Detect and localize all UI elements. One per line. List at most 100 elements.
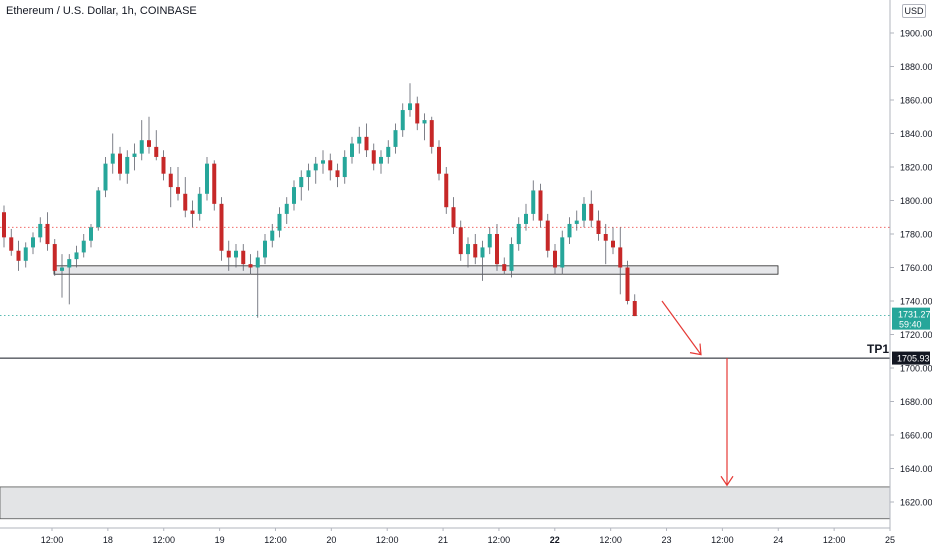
x-tick-label: 22 [550, 535, 560, 545]
candle-body [429, 120, 434, 147]
arrow-head [689, 343, 702, 356]
candle-body [582, 203, 586, 221]
candle-body [89, 227, 93, 241]
candle-body [110, 153, 115, 164]
candle-body [67, 259, 72, 268]
candle-body [226, 250, 231, 258]
y-tick-label: 1700.00 [900, 364, 932, 374]
candle-body [263, 240, 267, 258]
candle-body [371, 150, 376, 164]
candle-body [437, 146, 441, 174]
candle-body [516, 223, 521, 245]
candle-body [335, 170, 340, 178]
candle-body [632, 301, 637, 317]
candle-body [74, 252, 79, 260]
candle-body [611, 240, 615, 248]
candle-body [270, 230, 275, 241]
candle-body [589, 203, 594, 221]
candle-body [524, 213, 528, 224]
candle-body [241, 250, 246, 265]
candle-body [574, 220, 579, 224]
y-tick-label: 1840.00 [900, 129, 932, 139]
candle-body [197, 193, 202, 214]
x-tick-label: 20 [326, 535, 336, 545]
candle-body [451, 207, 456, 228]
x-tick-label: 24 [773, 535, 783, 545]
candle-body [125, 156, 130, 174]
candle-body [400, 110, 405, 131]
candle-body [38, 223, 43, 238]
candle-body [313, 163, 318, 171]
candle-body [306, 170, 311, 178]
candle-body [292, 187, 296, 204]
candle-body [9, 237, 14, 251]
candle-body [321, 160, 325, 164]
candle-body [103, 163, 108, 191]
candle-body [495, 234, 499, 265]
currency-button[interactable]: USD [902, 4, 926, 18]
x-tick-label: 21 [438, 535, 448, 545]
candle-body [560, 237, 565, 268]
candles-layer [2, 83, 637, 318]
y-tick-label: 1760.00 [900, 263, 932, 273]
candle-body [625, 267, 630, 301]
candle-body [473, 244, 478, 258]
candle-body [458, 227, 463, 255]
candle-body [23, 247, 28, 261]
y-tick-label: 1620.00 [900, 498, 932, 508]
candle-body [16, 250, 21, 261]
y-tick-label: 1720.00 [900, 330, 932, 340]
y-tick-label: 1860.00 [900, 96, 932, 106]
y-tick-label: 1880.00 [900, 62, 932, 72]
y-tick-label: 1800.00 [900, 196, 932, 206]
y-tick-label: 1640.00 [900, 464, 932, 474]
candle-body [212, 163, 217, 204]
x-tick-label: 18 [103, 535, 113, 545]
countdown-value: 59:40 [899, 320, 922, 330]
candle-body [147, 140, 151, 147]
candle-body [386, 146, 391, 157]
x-tick-label: 12:00 [823, 535, 846, 545]
candle-body [328, 160, 333, 171]
x-tick-label: 12:00 [376, 535, 399, 545]
tp1-label: TP1 [867, 342, 889, 356]
candle-body [219, 203, 224, 251]
candle-body [531, 190, 536, 214]
tp1-price-value: 1705.93 [897, 354, 930, 364]
candle-body [176, 187, 180, 194]
candle-body [545, 220, 550, 251]
y-tick-label: 1820.00 [900, 163, 932, 173]
tp1-price-marker [892, 351, 930, 365]
candle-body [408, 103, 412, 111]
candle-body [161, 156, 166, 174]
zones-layer [0, 265, 891, 520]
candle-body [52, 244, 57, 271]
candle-body [480, 247, 485, 258]
candle-body [154, 146, 159, 157]
candle-body [415, 103, 420, 124]
candle-body [444, 173, 449, 208]
arrow-head [720, 475, 734, 487]
candle-body [603, 234, 608, 241]
last-price-value: 1731.27 [898, 310, 931, 320]
candle-body [183, 193, 188, 211]
candle-body [466, 244, 470, 255]
x-tick-label: 25 [885, 535, 895, 545]
candle-body [132, 153, 137, 157]
candle-body [350, 143, 354, 157]
candle-body [509, 244, 514, 271]
y-tick-label: 1780.00 [900, 230, 932, 240]
candle-body [299, 177, 304, 188]
candle-body [190, 210, 195, 214]
x-tick-label: 12:00 [264, 535, 287, 545]
candle-body [205, 163, 209, 194]
candle-body [364, 136, 369, 151]
candle-body [342, 156, 347, 178]
candle-body [118, 153, 122, 174]
candle-body [284, 203, 289, 214]
candle-body [379, 156, 383, 164]
candle-body [81, 240, 86, 253]
